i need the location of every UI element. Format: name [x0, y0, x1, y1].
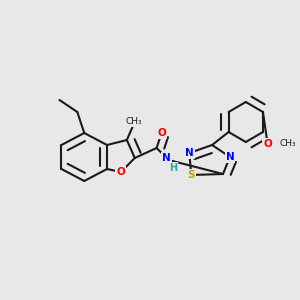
Text: H: H	[169, 163, 178, 173]
Text: CH₃: CH₃	[125, 118, 142, 127]
Text: O: O	[157, 128, 166, 138]
Text: N: N	[185, 148, 194, 158]
Text: CH₃: CH₃	[280, 140, 296, 148]
Text: N: N	[162, 153, 171, 163]
Text: O: O	[263, 139, 272, 149]
Text: N: N	[226, 152, 234, 162]
Text: O: O	[116, 167, 125, 177]
Text: S: S	[188, 170, 195, 180]
